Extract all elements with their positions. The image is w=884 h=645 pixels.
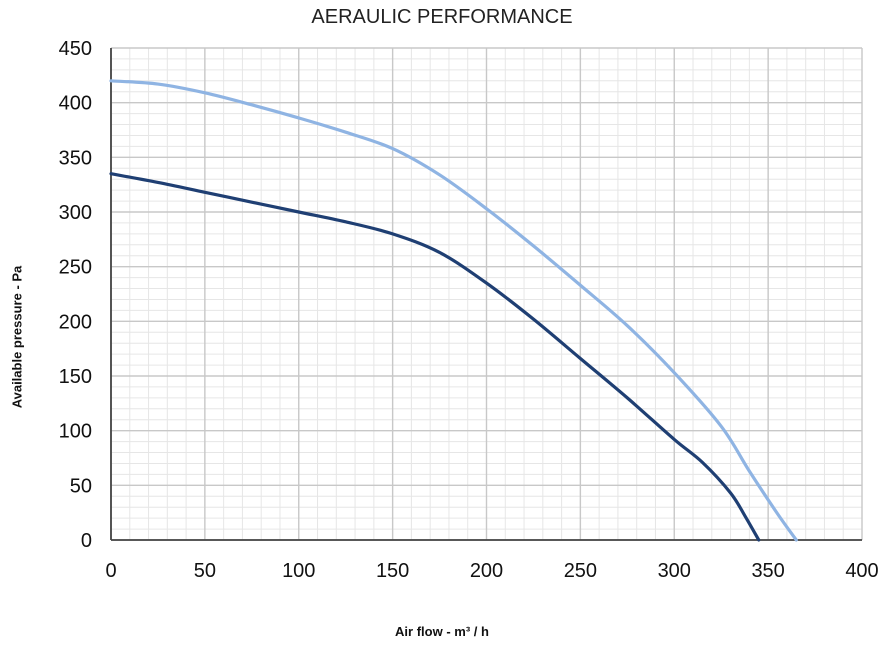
y-tick-label: 300 xyxy=(59,202,92,224)
x-tick-label: 200 xyxy=(470,560,503,582)
y-tick-label: 150 xyxy=(59,366,92,388)
y-tick-label: 450 xyxy=(59,38,92,60)
x-tick-label: 400 xyxy=(845,560,878,582)
y-tick-label: 50 xyxy=(70,475,92,497)
series-line-2 xyxy=(109,172,761,542)
x-tick-label: 300 xyxy=(658,560,691,582)
y-axis-label: Available pressure - Pa xyxy=(9,265,25,409)
x-tick-label: 150 xyxy=(376,560,409,582)
x-tick-label: 350 xyxy=(751,560,784,582)
y-tick-label: 100 xyxy=(59,421,92,443)
y-tick-label: 400 xyxy=(59,93,92,115)
x-axis-label: Air flow - m³ / h xyxy=(395,624,489,639)
x-tick-label: 50 xyxy=(194,560,216,582)
y-tick-label: 350 xyxy=(59,147,92,169)
x-tick-label: 0 xyxy=(105,560,116,582)
series-line-1 xyxy=(109,79,798,542)
y-tick-label: 250 xyxy=(59,257,92,279)
y-tick-label: 200 xyxy=(59,311,92,333)
chart-title: AERAULIC PERFORMANCE xyxy=(311,6,573,28)
x-tick-label: 250 xyxy=(564,560,597,582)
y-tick-label: 0 xyxy=(81,530,92,552)
x-tick-label: 100 xyxy=(282,560,315,582)
